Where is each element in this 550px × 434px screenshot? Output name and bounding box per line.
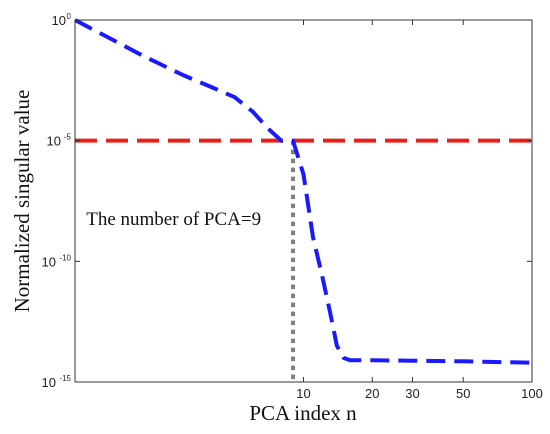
y-tick-label: 10 — [52, 13, 66, 28]
y-tick-exponent: -15 — [59, 374, 71, 383]
y-tick-label: 10 — [47, 134, 61, 149]
y-tick-exponent: -10 — [59, 253, 71, 262]
y-tick-label: 10 — [42, 375, 56, 390]
y-tick-exponent: -5 — [64, 133, 72, 142]
annotation-text-0: The number of PCA=9 — [86, 209, 261, 230]
series-line-0 — [74, 18, 533, 365]
x-tick-label: 100 — [521, 386, 543, 401]
x-tick-label: 30 — [405, 386, 419, 401]
x-tick-label: 10 — [296, 386, 310, 401]
y-tick-exponent: 0 — [67, 12, 72, 21]
x-axis-title: PCA index n — [249, 401, 357, 425]
y-tick-label: 10 — [42, 254, 56, 269]
y-axis-title: Normalized singular value — [10, 90, 34, 313]
plot-area: The number of PCA=9 — [74, 18, 533, 382]
x-tick-label: 50 — [456, 386, 470, 401]
x-tick-label: 20 — [365, 386, 379, 401]
